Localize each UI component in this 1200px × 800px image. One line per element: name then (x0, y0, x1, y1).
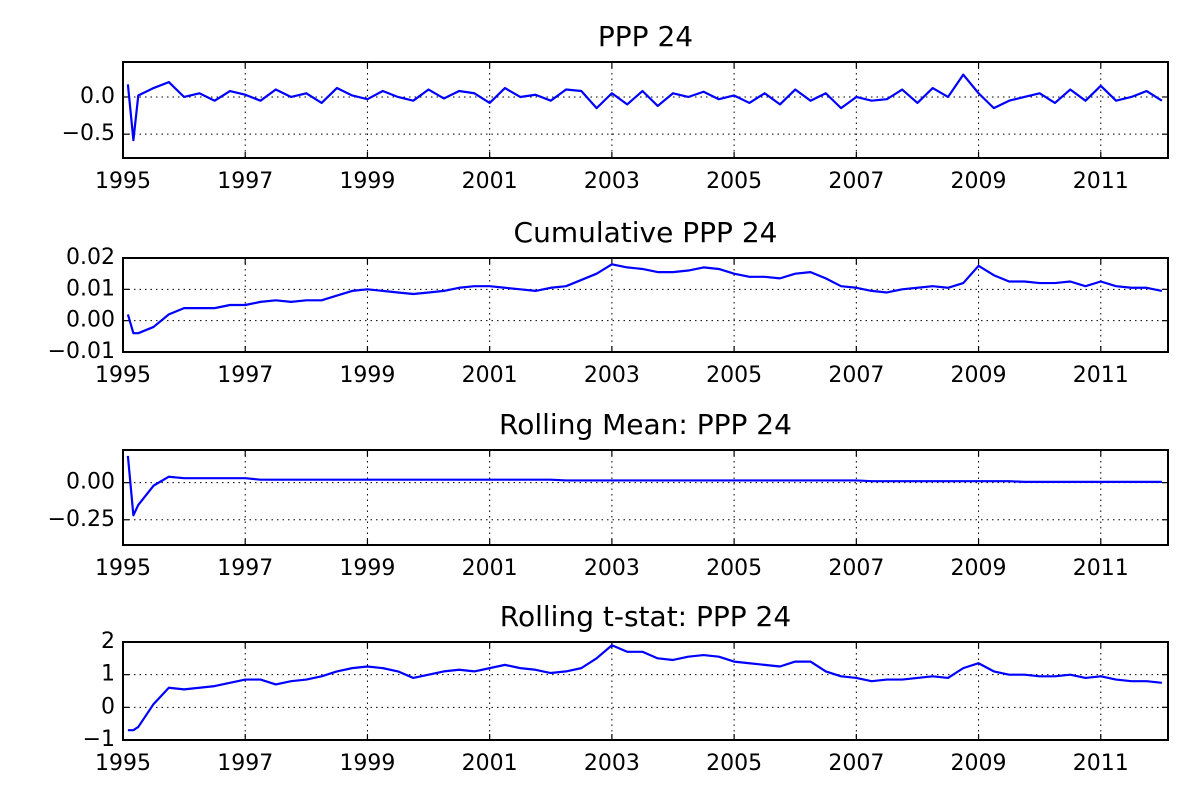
data-line (126, 455, 1162, 517)
x-tick-label: 2005 (706, 363, 762, 388)
x-tick-label: 1997 (217, 169, 273, 194)
chart-title: PPP 24 (598, 20, 693, 53)
x-tick-label: 2011 (1073, 363, 1129, 388)
x-tick-label: 1995 (95, 363, 151, 388)
x-tick-label: 2009 (951, 363, 1007, 388)
x-tick-label: 1999 (339, 363, 395, 388)
plot-frame (122, 641, 1169, 741)
x-tick-label: 2003 (584, 169, 640, 194)
chart-title: Rolling t-stat: PPP 24 (500, 600, 791, 633)
y-tick-label: −0.25 (48, 507, 115, 532)
x-tick-label: 1999 (339, 751, 395, 776)
x-tick-label: 2005 (706, 751, 762, 776)
y-tick-label: 1 (101, 662, 115, 687)
data-line (127, 644, 1163, 732)
x-tick-label: 2011 (1073, 751, 1129, 776)
y-tick-label: 0.0 (80, 84, 115, 109)
chart-title: Rolling Mean: PPP 24 (499, 408, 792, 441)
x-tick-label: 1999 (339, 556, 395, 581)
x-tick-label: 2011 (1073, 556, 1129, 581)
x-tick-label: 2001 (462, 751, 518, 776)
x-tick-label: 2011 (1073, 169, 1129, 194)
chart-title: Cumulative PPP 24 (514, 216, 778, 249)
x-tick-label: 2003 (584, 556, 640, 581)
plot-frame (122, 257, 1169, 353)
data-line (126, 263, 1163, 335)
x-tick-label: 1997 (217, 363, 273, 388)
plot-frame (122, 61, 1169, 159)
y-tick-label: 0.02 (66, 245, 115, 270)
x-tick-label: 1999 (339, 169, 395, 194)
y-tick-label: 0 (101, 694, 115, 719)
x-tick-label: 2007 (828, 556, 884, 581)
x-tick-label: 1995 (95, 169, 151, 194)
x-tick-label: 1995 (95, 751, 151, 776)
x-tick-label: 2005 (706, 556, 762, 581)
data-line (126, 73, 1163, 142)
x-tick-label: 1997 (217, 556, 273, 581)
x-tick-label: 2003 (584, 363, 640, 388)
y-tick-label: 0.01 (66, 276, 115, 301)
y-tick-label: 0.00 (66, 470, 115, 495)
y-tick-label: −1 (83, 727, 115, 752)
x-tick-label: 2009 (951, 169, 1007, 194)
x-tick-label: 2001 (462, 556, 518, 581)
x-tick-label: 2003 (584, 751, 640, 776)
x-tick-label: 2005 (706, 169, 762, 194)
y-tick-label: −0.5 (62, 121, 115, 146)
x-tick-label: 2009 (951, 751, 1007, 776)
y-tick-label: −0.01 (48, 339, 115, 364)
x-tick-label: 2007 (828, 169, 884, 194)
x-tick-label: 1995 (95, 556, 151, 581)
plot-frame (122, 449, 1169, 546)
x-tick-label: 2007 (828, 363, 884, 388)
x-tick-label: 2007 (828, 751, 884, 776)
y-tick-label: 2 (101, 629, 115, 654)
x-tick-label: 2001 (462, 169, 518, 194)
x-tick-label: 2001 (462, 363, 518, 388)
x-tick-label: 1997 (217, 751, 273, 776)
y-tick-label: 0.00 (66, 308, 115, 333)
x-tick-label: 2009 (951, 556, 1007, 581)
